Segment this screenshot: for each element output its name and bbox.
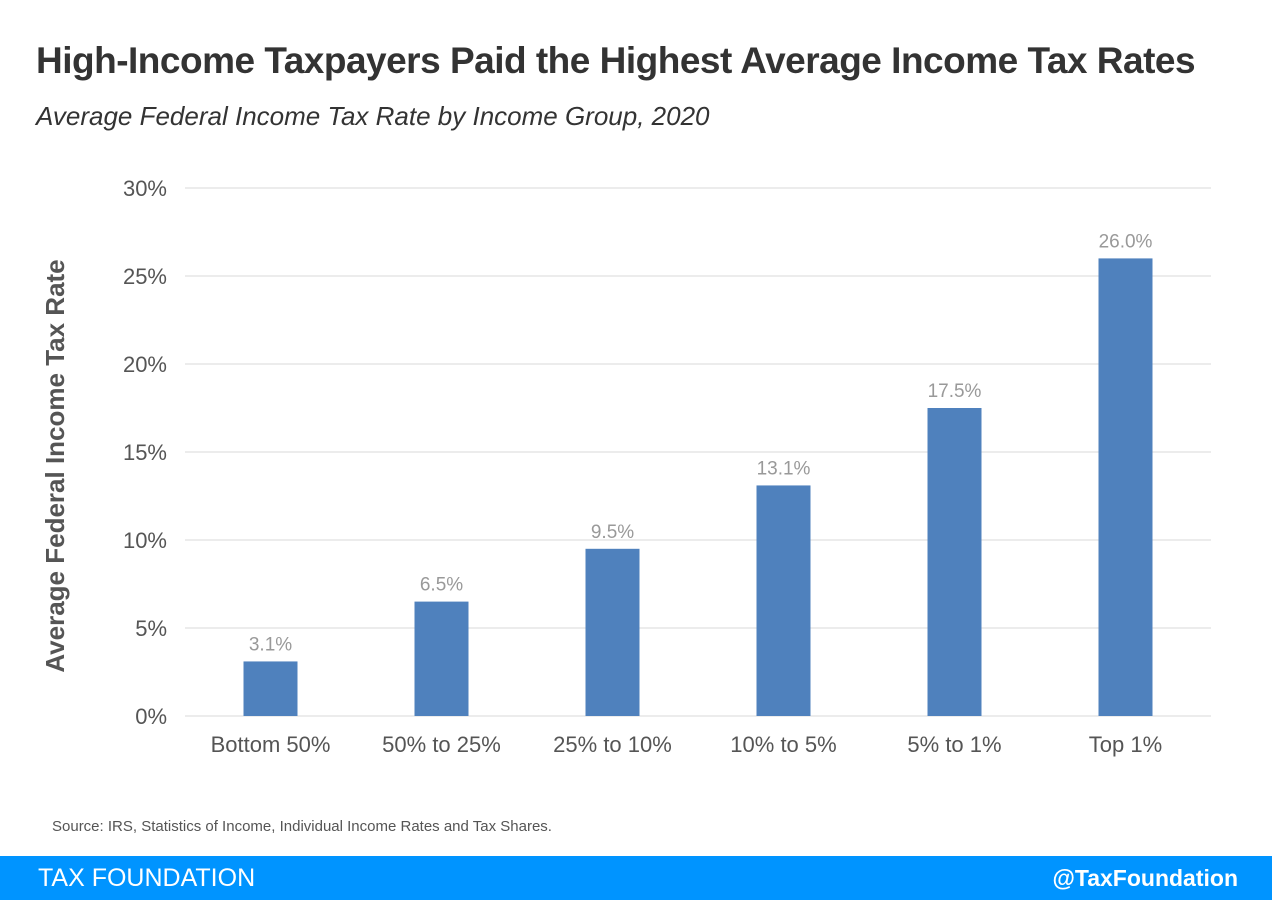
bar [243,661,298,716]
source-note: Source: IRS, Statistics of Income, Indiv… [52,818,552,835]
y-tick-label: 5% [135,616,167,641]
bar [927,408,982,716]
data-label: 26.0% [1099,231,1153,252]
x-tick-label: Top 1% [1089,732,1162,757]
footer-bar: TAX FOUNDATION @TaxFoundation [0,856,1272,900]
chart-title: High-Income Taxpayers Paid the Highest A… [36,40,1196,81]
data-label: 17.5% [928,381,982,402]
data-label: 3.1% [249,634,292,655]
bar [756,485,811,716]
x-tick-label: 50% to 25% [382,732,501,757]
bar-chart: 0% 5% 10% 15% 20% 25% 30% Average Federal Incom… [40,176,1211,757]
y-tick-label: 0% [135,704,167,729]
y-axis-label: Average Federal Income Tax Rate [40,259,70,672]
bar [1098,258,1153,716]
x-tick-label: 10% to 5% [730,732,836,757]
y-tick-label: 30% [123,176,167,201]
y-tick-label: 10% [123,528,167,553]
chart-subtitle: Average Federal Income Tax Rate by Incom… [36,101,710,131]
x-tick-label: Bottom 50% [211,732,331,757]
y-tick-label: 20% [123,352,167,377]
x-tick-label: 5% to 1% [907,732,1001,757]
bar [414,601,469,716]
data-label: 9.5% [591,522,634,543]
y-tick-label: 25% [123,264,167,289]
bar [585,548,640,716]
data-label: 13.1% [757,458,811,479]
social-handle: @TaxFoundation [1052,865,1238,891]
y-tick-label: 15% [123,440,167,465]
x-tick-label: 25% to 10% [553,732,672,757]
brand-logo-text: TAX FOUNDATION [38,864,256,892]
data-label: 6.5% [420,575,463,596]
